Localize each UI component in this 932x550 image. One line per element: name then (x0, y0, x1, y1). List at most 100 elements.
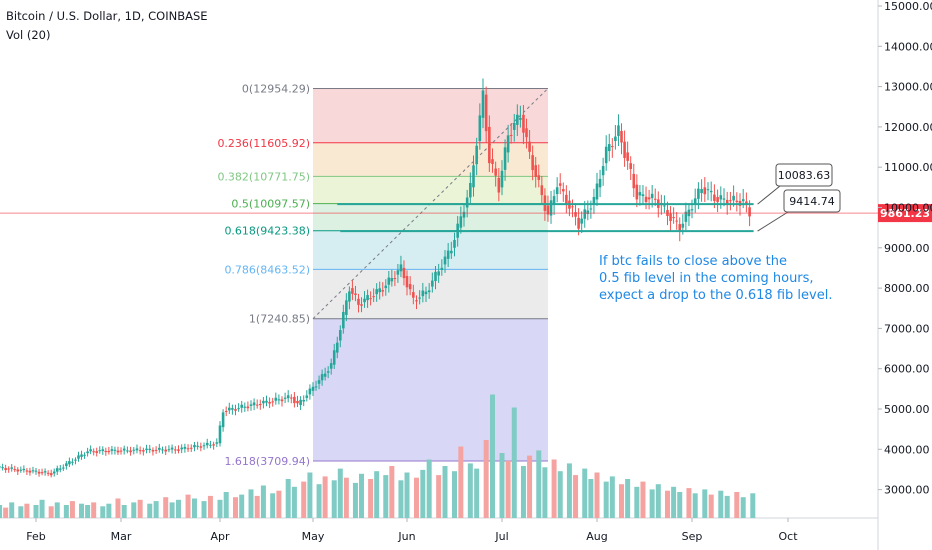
volume-bar (9, 502, 15, 518)
candle-body (77, 455, 80, 459)
candle-body (626, 152, 629, 161)
candle-body (509, 134, 513, 136)
volume-bar (254, 495, 260, 518)
volume-bar (619, 484, 625, 518)
candle-body (354, 293, 357, 295)
volume-bar (566, 463, 572, 518)
volume-bar (594, 472, 600, 518)
candle-body (62, 467, 65, 469)
candle-body (293, 396, 296, 404)
candle-body (86, 451, 89, 454)
price-tick-label: 12000.00 (884, 121, 932, 134)
time-tick-label: Jun (397, 530, 415, 543)
candle-body (259, 403, 262, 406)
callout-box (783, 189, 841, 213)
volume-bar (352, 482, 358, 518)
candle-body (89, 449, 92, 452)
candle-body (271, 401, 274, 403)
fib-level-label: 0.382(10771.75) (217, 170, 310, 183)
volume-bar (740, 497, 746, 518)
candle-body (641, 194, 645, 197)
candle-body (522, 114, 525, 133)
candle-body (459, 216, 463, 228)
volume-bar (91, 502, 97, 518)
candle-body (531, 155, 534, 171)
fib-level-label: 0(12954.29) (242, 82, 310, 95)
candle-body (525, 128, 528, 138)
candle-body (302, 399, 305, 402)
candle-body (58, 468, 62, 470)
candle-body (465, 197, 469, 208)
candle-body (193, 445, 196, 448)
annotation-line: 0.5 fib level in the coming hours, (599, 271, 814, 286)
volume-bar (291, 486, 297, 518)
volume-bar (640, 481, 646, 518)
candle-body (601, 166, 605, 176)
candle-body (418, 297, 421, 299)
candle-body (0, 466, 1, 468)
fib-level-label: 1(7240.85) (249, 313, 310, 326)
candle-body (700, 189, 703, 194)
candle-body (40, 472, 44, 474)
candle-body (1, 467, 4, 469)
candle-body (462, 211, 466, 218)
volume-bar (359, 473, 365, 518)
candle-body (173, 449, 177, 451)
candle-body (299, 399, 302, 405)
candle-body (249, 404, 253, 406)
volume-bar (163, 497, 169, 518)
volume-bar (511, 407, 517, 518)
candle-body (478, 115, 482, 142)
candle-body (116, 450, 120, 453)
candle-body (332, 350, 336, 365)
price-axis-panel (878, 0, 932, 550)
volume-bar (223, 492, 229, 518)
volume-bar (692, 493, 698, 518)
volume-bar (708, 494, 714, 518)
candle-body (265, 400, 268, 403)
candle-body (277, 399, 281, 401)
candle-body (83, 454, 86, 456)
candle-body (74, 459, 77, 461)
candle-body (132, 449, 136, 451)
volume-bar (248, 489, 254, 518)
volume-bar (686, 488, 692, 518)
volume-bar (398, 480, 404, 518)
volume-bar (39, 499, 45, 518)
candle-body (37, 471, 41, 474)
candle-body (586, 210, 590, 214)
fib-zone (313, 230, 548, 270)
candle-body (381, 290, 385, 292)
candle-body (13, 469, 17, 471)
candle-body (22, 468, 26, 471)
annotation-line: If btc fails to close above the (599, 254, 787, 269)
price-tick-label: 4000.00 (884, 443, 930, 456)
candle-body (135, 448, 139, 451)
volume-bar (153, 501, 159, 518)
candle-body (516, 114, 519, 125)
candle-body (713, 194, 716, 201)
volume-bar (609, 476, 615, 518)
candle-body (580, 218, 583, 224)
volume-bar (3, 507, 9, 518)
candle-body (748, 207, 751, 217)
candle-body (335, 342, 339, 353)
candle-body (434, 271, 437, 282)
volume-bar (121, 505, 127, 518)
candle-body (320, 374, 324, 381)
volume-bar (301, 481, 307, 518)
candle-body (497, 177, 501, 193)
candle-body (43, 471, 47, 473)
callout-value: 10083.63 (778, 169, 831, 182)
candle-body (558, 183, 562, 186)
candle-body (427, 290, 431, 293)
candle-body (290, 397, 293, 399)
candle-body (431, 280, 434, 287)
candle-body (351, 288, 354, 294)
volume-bar (750, 493, 756, 518)
candle-body (611, 146, 614, 148)
volume-bar (260, 485, 266, 518)
volume-bar (131, 502, 137, 518)
candle-body (65, 463, 68, 467)
